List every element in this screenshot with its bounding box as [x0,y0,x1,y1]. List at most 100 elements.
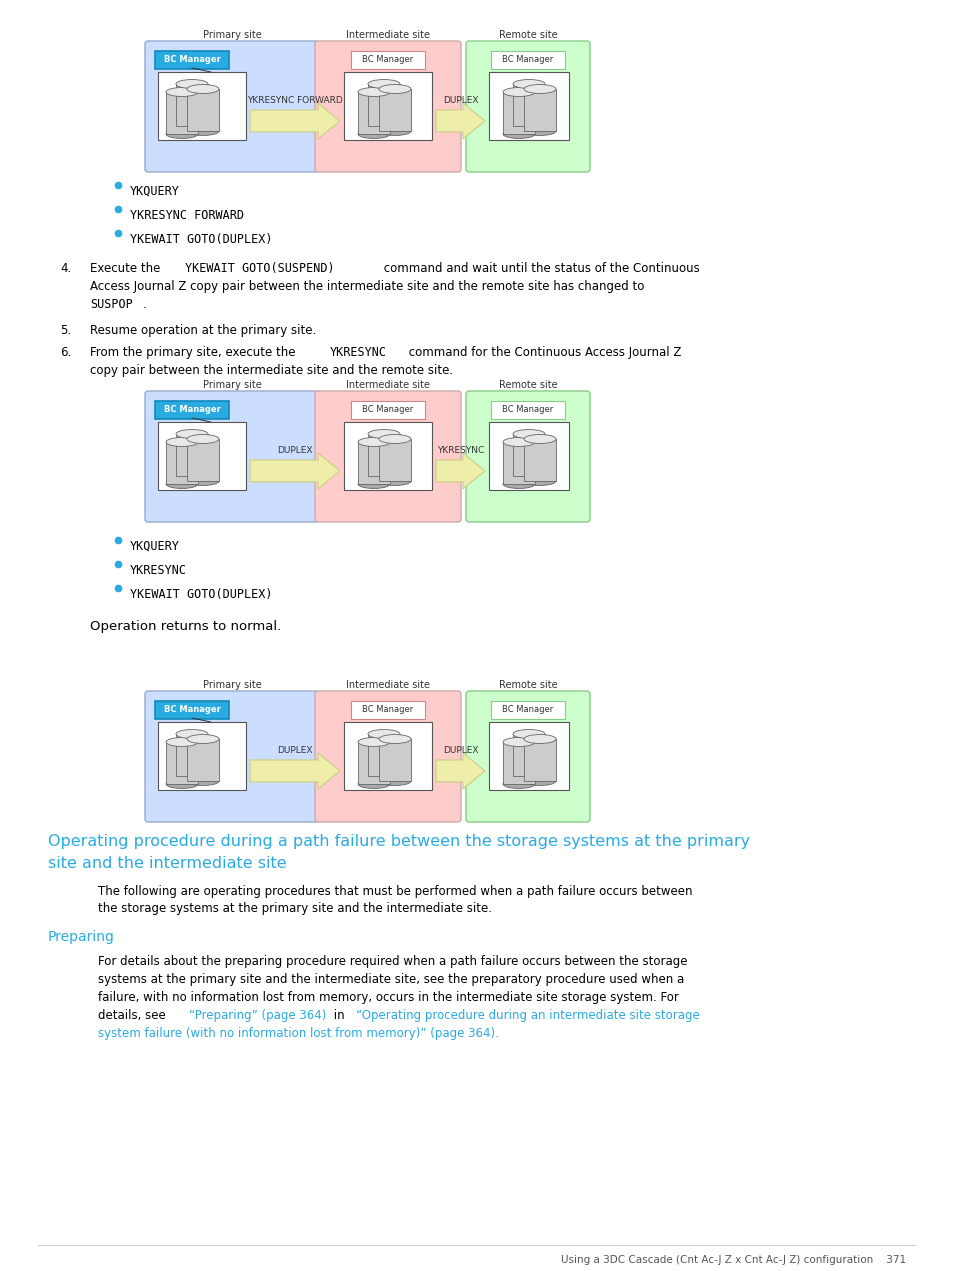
Text: site and the intermediate site: site and the intermediate site [48,855,286,871]
Ellipse shape [175,730,208,738]
Bar [166,92,198,133]
Ellipse shape [175,122,208,131]
Bar [502,92,535,133]
Bar [523,89,556,131]
FancyBboxPatch shape [491,400,564,419]
Ellipse shape [513,80,544,89]
Ellipse shape [513,771,544,780]
Ellipse shape [378,435,411,444]
Text: BC Manager: BC Manager [362,56,414,65]
Ellipse shape [378,84,411,94]
Text: the storage systems at the primary site and the intermediate site.: the storage systems at the primary site … [98,902,492,915]
FancyBboxPatch shape [314,391,460,522]
Text: BC Manager: BC Manager [502,56,553,65]
Bar [344,72,432,140]
Ellipse shape [187,777,219,785]
Bar [344,422,432,491]
FancyBboxPatch shape [351,400,424,419]
Ellipse shape [513,472,544,480]
Text: DUPLEX: DUPLEX [277,746,313,755]
Ellipse shape [187,84,219,94]
Ellipse shape [502,779,535,788]
Text: SUSPOP: SUSPOP [90,297,132,311]
Bar [378,738,411,780]
Bar [513,84,544,126]
Ellipse shape [357,88,390,97]
Bar [502,742,535,784]
Bar [513,733,544,777]
Ellipse shape [502,88,535,97]
FancyBboxPatch shape [145,391,318,522]
Text: For details about the preparing procedure required when a path failure occurs be: For details about the preparing procedur… [98,955,687,969]
Ellipse shape [166,737,198,746]
Ellipse shape [357,737,390,746]
Ellipse shape [187,735,219,744]
Ellipse shape [378,127,411,136]
Text: Intermediate site: Intermediate site [346,680,430,690]
Text: 4.: 4. [60,262,71,275]
Text: DUPLEX: DUPLEX [442,746,477,755]
Ellipse shape [368,430,399,438]
Text: BC Manager: BC Manager [502,405,553,414]
Ellipse shape [523,477,556,486]
Bar [166,442,198,484]
Ellipse shape [502,130,535,139]
Ellipse shape [357,130,390,139]
Text: Intermediate site: Intermediate site [346,380,430,390]
Text: Remote site: Remote site [498,680,557,690]
Text: command and wait until the status of the Continuous: command and wait until the status of the… [379,262,699,275]
Ellipse shape [166,779,198,788]
Text: 6.: 6. [60,346,71,358]
Text: Remote site: Remote site [498,380,557,390]
Text: .: . [143,297,147,311]
Text: The following are operating procedures that must be performed when a path failur: The following are operating procedures t… [98,885,692,899]
Bar [378,438,411,480]
Bar [523,738,556,780]
Bar [489,422,568,491]
Polygon shape [250,103,339,139]
Ellipse shape [523,735,556,744]
Text: BC Manager: BC Manager [362,405,414,414]
Ellipse shape [523,435,556,444]
Bar [175,733,208,777]
Text: YKRESYNC FORWARD: YKRESYNC FORWARD [247,95,342,105]
FancyBboxPatch shape [154,702,229,719]
Ellipse shape [166,88,198,97]
Ellipse shape [513,430,544,438]
Polygon shape [436,752,484,789]
FancyBboxPatch shape [314,691,460,822]
Ellipse shape [368,472,399,480]
Ellipse shape [368,122,399,131]
Ellipse shape [502,437,535,446]
Bar [513,433,544,477]
Text: “Operating procedure during an intermediate site storage: “Operating procedure during an intermedi… [355,1009,699,1022]
Bar [166,742,198,784]
Bar [187,438,219,480]
Text: Access Journal Z copy pair between the intermediate site and the remote site has: Access Journal Z copy pair between the i… [90,280,643,294]
Ellipse shape [513,730,544,738]
Bar [357,742,390,784]
Polygon shape [250,752,339,789]
Bar [158,422,246,491]
Ellipse shape [187,435,219,444]
FancyBboxPatch shape [154,51,229,69]
Bar [357,92,390,133]
FancyBboxPatch shape [351,51,424,69]
Text: Using a 3DC Cascade (Cnt Ac-J Z x Cnt Ac-J Z) configuration    371: Using a 3DC Cascade (Cnt Ac-J Z x Cnt Ac… [560,1254,905,1265]
Text: Primary site: Primary site [202,680,261,690]
Text: details, see: details, see [98,1009,170,1022]
Bar [368,84,399,126]
FancyBboxPatch shape [491,702,564,719]
Ellipse shape [523,127,556,136]
Text: Preparing: Preparing [48,930,114,944]
Text: in: in [330,1009,348,1022]
Text: Intermediate site: Intermediate site [346,31,430,39]
Text: systems at the primary site and the intermediate site, see the preparatory proce: systems at the primary site and the inte… [98,974,683,986]
Ellipse shape [175,430,208,438]
Bar [368,733,399,777]
Ellipse shape [175,771,208,780]
Bar [175,433,208,477]
Text: Operating procedure during a path failure between the storage systems at the pri: Operating procedure during a path failur… [48,834,749,849]
Text: Resume operation at the primary site.: Resume operation at the primary site. [90,324,315,337]
Bar [489,72,568,140]
